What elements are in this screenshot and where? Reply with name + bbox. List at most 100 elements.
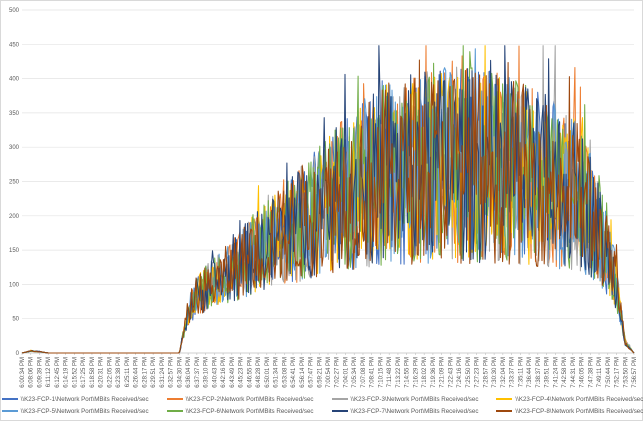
legend-swatch (1, 410, 18, 412)
x-tick-label: 6:12:45 PM (55, 357, 61, 388)
x-tick-label: 6:50:01 PM (265, 357, 271, 388)
x-tick-label: 7:22:43 PM (448, 357, 454, 388)
x-tick-label: 7:47:38 PM (588, 357, 594, 388)
x-tick-label: 7:05:34 PM (352, 357, 358, 388)
x-tick-label: 6:56:14 PM (300, 357, 306, 388)
x-tick-label: 6:51:34 PM (274, 357, 280, 388)
x-tick-label: 7:35:11 PM (518, 357, 524, 387)
x-tick-label: 6:39:10 PM (204, 357, 210, 388)
y-tick-label: 100 (9, 282, 20, 288)
series-lines (21, 45, 635, 354)
legend-swatch (1, 398, 18, 400)
x-tick-label: 6:34:30 PM (177, 357, 183, 388)
x-tick-label: 7:25:50 PM (466, 357, 472, 388)
x-tick-label: 6:17:25 PM (81, 357, 87, 388)
x-tick-label: 7:53:50 PM (623, 357, 629, 388)
legend-swatch (166, 398, 183, 400)
x-tick-label: 7:08:41 PM (370, 357, 376, 388)
x-tick-label: 7:30:30 PM (492, 357, 498, 388)
line-chart: 0 50 100 150 200 250 300 350 400 450 500 6:00:34 P… (9, 8, 638, 388)
legend-swatch (166, 410, 183, 412)
x-tick-label: 7:14:55 PM (405, 357, 411, 388)
legend: \\K23-FCP-1\Network Port\MBits Received/… (1, 393, 643, 417)
x-tick-label: 6:40:43 PM (212, 357, 218, 388)
x-tick-label: 7:28:57 PM (483, 357, 489, 388)
legend-swatch (496, 398, 513, 400)
x-tick-label: 6:45:23 PM (239, 357, 245, 388)
legend-entry-1: \\K23-FCP-1\Network Port\MBits Received/… (1, 395, 149, 403)
x-tick-label: 7:04:01 PM (343, 357, 349, 388)
legend-entry-2: \\K23-FCP-2\Network Port\MBits Received/… (166, 395, 314, 403)
series-line-8 (21, 59, 635, 354)
legend-entry-6: \\K23-FCP-6\Network Port\MBits Received/… (166, 407, 314, 415)
x-tick-label: 6:36:04 PM (186, 357, 192, 388)
x-tick-label: 7:07:08 PM (361, 357, 367, 388)
x-tick-label: 6:31:24 PM (160, 357, 166, 388)
legend-entry-5: \\K23-FCP-5\Network Port\MBits Received/… (1, 408, 149, 415)
x-tick-label: 6:14:19 PM (64, 357, 70, 388)
x-tick-label: 6:26:44 PM (134, 357, 140, 388)
x-tick-label: 6:15:52 PM (72, 357, 78, 388)
x-tick-label: 6:08:06 PM (29, 357, 35, 388)
x-tick-label: 6:28:17 PM (142, 357, 148, 388)
x-tick-label: 6:00:34 PM (20, 357, 26, 388)
x-tick-label: 7:11:48 PM (387, 357, 393, 387)
x-tick-label: 7:44:31 PM (571, 357, 577, 388)
x-tick-label: 7:49:11 PM (597, 357, 603, 387)
y-tick-label: 150 (9, 248, 20, 254)
x-tick-label: 7:21:09 PM (440, 357, 446, 388)
x-tick-label: 6:18:58 PM (90, 357, 96, 388)
x-tick-label: 6:20:31 PM (99, 357, 105, 388)
y-axis: 0 50 100 150 200 250 300 350 400 450 500 (9, 8, 20, 357)
legend-entry-4: \\K23-FCP-4\Network Port\MBits Received/… (496, 396, 643, 403)
x-tick-label: 7:13:22 PM (396, 357, 402, 388)
legend-entry-8: \\K23-FCP-8\Network Port\MBits Received/… (496, 408, 643, 415)
x-tick-label: 6:37:37 PM (195, 357, 201, 388)
x-tick-label: 6:59:21 PM (317, 357, 323, 388)
x-tick-label: 6:32:57 PM (169, 357, 175, 388)
legend-label: \\K23-FCP-8\Network Port\MBits Received/… (515, 407, 643, 415)
legend-label: \\K23-FCP-2\Network Port\MBits Received/… (185, 395, 314, 403)
y-tick-label: 400 (9, 77, 20, 83)
x-tick-label: 7:02:27 PM (335, 357, 341, 388)
legend-swatch (331, 410, 348, 412)
x-tick-label: 7:19:36 PM (431, 357, 437, 388)
x-tick-label: 6:43:49 PM (230, 357, 236, 388)
x-tick-label: 6:46:55 PM (247, 357, 253, 388)
legend-label: \\K23-FCP-1\Network Port\MBits Received/… (20, 395, 149, 403)
y-tick-label: 350 (9, 111, 20, 117)
legend-label: \\K23-FCP-4\Network Port\MBits Received/… (515, 395, 643, 403)
x-tick-label: 7:42:58 PM (562, 357, 568, 388)
x-tick-label: 7:18:02 PM (422, 357, 428, 388)
x-tick-label: 7:38:37 PM (536, 357, 542, 388)
y-tick-label: 50 (12, 317, 19, 323)
y-tick-label: 450 (9, 42, 20, 48)
x-tick-label: 7:50:44 PM (606, 357, 612, 388)
x-tick-label: 6:09:39 PM (37, 357, 43, 388)
x-tick-label: 6:53:08 PM (282, 357, 288, 388)
x-tick-label: 7:46:05 PM (580, 357, 586, 388)
x-tick-label: 7:36:44 PM (527, 357, 533, 388)
x-tick-label: 7:16:29 PM (413, 357, 419, 388)
x-tick-label: 6:48:28 PM (256, 357, 262, 388)
x-tick-label: 7:27:23 PM (475, 357, 481, 388)
x-tick-label: 6:42:16 PM (221, 357, 227, 388)
x-tick-label: 7:00:54 PM (326, 357, 332, 388)
x-tick-label: 7:10:15 PM (378, 357, 384, 388)
x-tick-label: 7:41:24 PM (553, 357, 559, 388)
x-tick-label: 7:56:57 PM (632, 357, 638, 388)
x-tick-label: 6:29:51 PM (151, 357, 157, 388)
legend-entry-3: \\K23-FCP-3\Network Port\MBits Received/… (331, 396, 478, 403)
y-tick-label: 200 (9, 214, 20, 220)
x-tick-label: 6:11:12 PM (46, 357, 52, 387)
x-tick-label: 6:23:38 PM (116, 357, 122, 388)
legend-label: \\K23-FCP-6\Network Port\MBits Received/… (185, 407, 314, 415)
y-tick-label: 500 (9, 8, 20, 14)
x-tick-label: 7:32:04 PM (501, 357, 507, 388)
x-tick-label: 7:33:37 PM (510, 357, 516, 388)
y-tick-label: 300 (9, 145, 20, 151)
x-tick-label: 6:54:41 PM (291, 357, 297, 388)
x-tick-label: 6:57:47 PM (309, 357, 315, 388)
legend-entry-7: \\K23-FCP-7\Network Port\MBits Received/… (331, 408, 478, 415)
